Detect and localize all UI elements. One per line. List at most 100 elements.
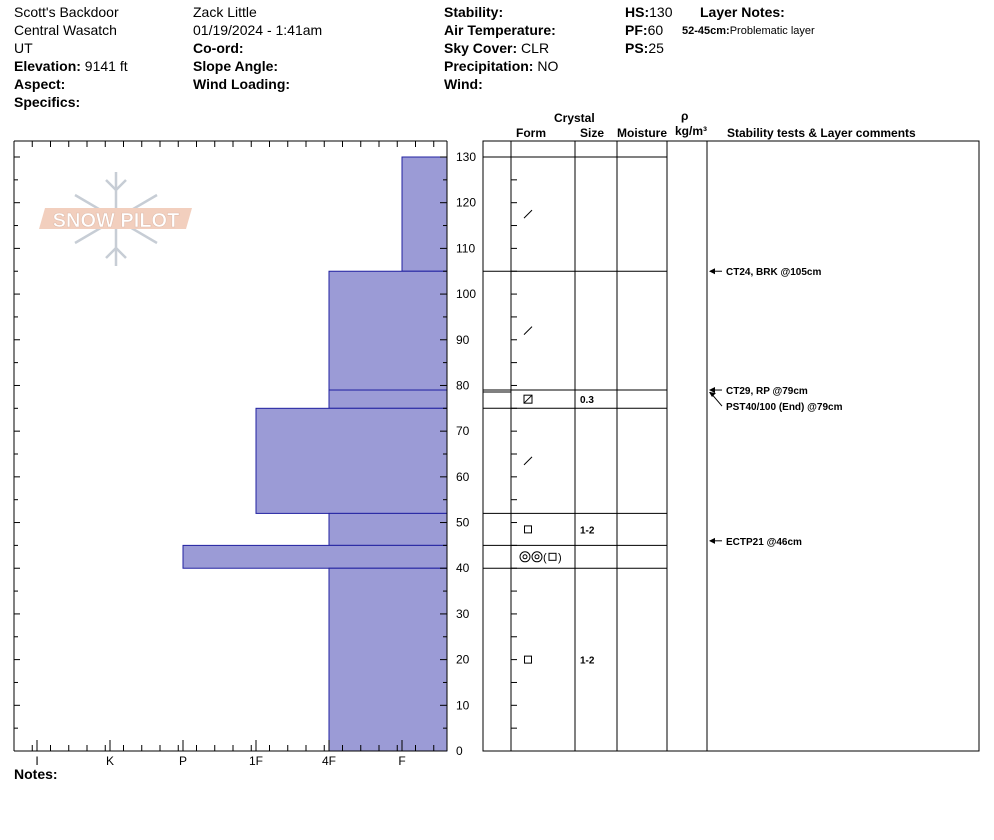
precipitation-label: Precipitation:	[444, 58, 534, 74]
depth-tick-label: 50	[456, 516, 470, 530]
stability-label: Stability:	[444, 4, 504, 20]
depth-tick-label: 30	[456, 607, 470, 621]
pf-row: PF:60	[625, 21, 663, 39]
form-header: Form	[516, 126, 546, 140]
faceted-rounded-icon	[523, 394, 533, 404]
secondary-form-paren-close: )	[558, 552, 562, 564]
depth-tick-label: 10	[456, 698, 470, 712]
hardness-bar	[328, 567, 448, 752]
decomposing-fragments-icon	[523, 326, 533, 335]
depth-tick-label: 90	[456, 333, 470, 347]
state: UT	[14, 40, 33, 56]
hardness-tick-label: P	[179, 754, 187, 768]
sky-cover-value: CLR	[521, 40, 550, 56]
sky-cover-row: Sky Cover: CLR	[444, 39, 549, 57]
logo-text: SNOW PILOT	[53, 210, 180, 232]
elevation-label: Elevation:	[14, 58, 81, 74]
layer-note-range: 52-45cm:	[682, 25, 730, 37]
crystal-size-label: 0.3	[580, 395, 594, 406]
stability-test-arrowhead	[709, 387, 715, 394]
hardness-tick-label: F	[398, 754, 405, 768]
melt-form-icon-inner	[522, 554, 528, 560]
hardness-tick-label: 1F	[249, 754, 263, 768]
hardness-tick-label: 4F	[322, 754, 336, 768]
location-name: Scott's Backdoor	[14, 4, 119, 20]
ps-row: PS:25	[625, 39, 664, 57]
melt-form-icon-inner	[534, 554, 540, 560]
hardness-bar	[255, 407, 448, 514]
hardness-bar	[401, 156, 448, 272]
stability-test-arrowhead	[709, 392, 716, 398]
sky-cover-label: Sky Cover:	[444, 40, 518, 56]
stability-test-label: CT24, BRK @105cm	[726, 267, 821, 278]
depth-tick-label: 130	[456, 150, 476, 164]
aspect-label: Aspect:	[14, 76, 66, 92]
precipitation-row: Precipitation: NO	[444, 57, 558, 75]
hardness-bar	[182, 544, 448, 569]
stability-test-label: PST40/100 (End) @79cm	[726, 402, 843, 413]
depth-tick-label: 70	[456, 424, 470, 438]
size-header: Size	[580, 126, 605, 140]
snowpilot-logo: SNOW PILOT	[39, 172, 192, 266]
depth-tick-label: 100	[456, 287, 476, 301]
depth-tick-label: 80	[456, 378, 470, 392]
layer-table-frame	[482, 140, 980, 752]
hardness-bar	[328, 512, 448, 546]
depth-tick-label: 60	[456, 470, 470, 484]
depth-tick-label: 120	[456, 196, 476, 210]
ps-value: 25	[648, 40, 664, 56]
observer-name: Zack Little	[193, 4, 257, 20]
secondary-form-paren-open: (	[543, 552, 547, 564]
secondary-faceted-icon	[548, 552, 557, 561]
faceted-crystal-icon	[524, 525, 532, 534]
elevation-value: 9141 ft	[84, 58, 128, 74]
comments-header: Stability tests & Layer comments	[727, 126, 916, 140]
air-temperature-label: Air Temperature:	[444, 22, 556, 38]
hardness-bar	[328, 389, 448, 409]
observation-datetime: 01/19/2024 - 1:41am	[193, 22, 323, 38]
stability-test-arrowhead	[709, 537, 715, 544]
coord-label: Co-ord:	[193, 40, 244, 56]
pf-value: 60	[647, 22, 664, 38]
hardness-tick-label: I	[35, 754, 38, 768]
moisture-header: Moisture	[617, 126, 668, 140]
layer-notes-label: Layer Notes:	[700, 4, 785, 20]
wind-label: Wind:	[444, 76, 483, 92]
crystal-size-label: 1-2	[580, 525, 595, 536]
specifics-label: Specifics:	[14, 94, 81, 110]
melt-form-icon	[531, 551, 543, 563]
layer-note: 52-45cm:Problematic layer	[682, 22, 815, 40]
depth-tick-label: 40	[456, 561, 470, 575]
ps-label: PS:	[625, 40, 649, 56]
decomposing-fragments-icon	[523, 209, 533, 219]
notes-label: Notes:	[14, 766, 58, 782]
faceted-crystal-icon	[524, 655, 532, 664]
hs-row: HS:130	[625, 3, 672, 21]
hardness-bar	[328, 270, 448, 391]
stability-test-label: ECTP21 @46cm	[726, 537, 802, 548]
decomposing-fragments-icon	[523, 456, 533, 466]
crystal-header: Crystal	[554, 111, 595, 125]
hs-value: 130	[649, 4, 673, 20]
depth-tick-label: 110	[456, 241, 475, 255]
layer-note-text: Problematic layer	[729, 25, 815, 37]
faceted-rounded-slash	[523, 394, 533, 404]
hardness-tick-label: K	[106, 754, 114, 768]
depth-tick-label: 20	[456, 653, 470, 667]
hs-label: HS:	[625, 4, 650, 20]
crystal-size-label: 1-2	[580, 656, 595, 667]
wind-loading-label: Wind Loading:	[193, 76, 291, 92]
precipitation-value: NO	[537, 58, 559, 74]
density-symbol: ρ	[681, 109, 689, 123]
stability-test-label: CT29, RP @79cm	[726, 386, 808, 397]
melt-form-icon	[519, 551, 531, 563]
slope-angle-label: Slope Angle:	[193, 58, 279, 74]
density-unit: kg/m³	[675, 124, 708, 138]
depth-tick-label: 0	[456, 744, 463, 758]
stability-test-arrowhead	[709, 268, 715, 275]
elevation-row: Elevation: 9141 ft	[14, 57, 128, 75]
mountain-range: Central Wasatch	[14, 22, 117, 38]
logo-banner	[39, 208, 192, 229]
pf-label: PF:	[625, 22, 648, 38]
